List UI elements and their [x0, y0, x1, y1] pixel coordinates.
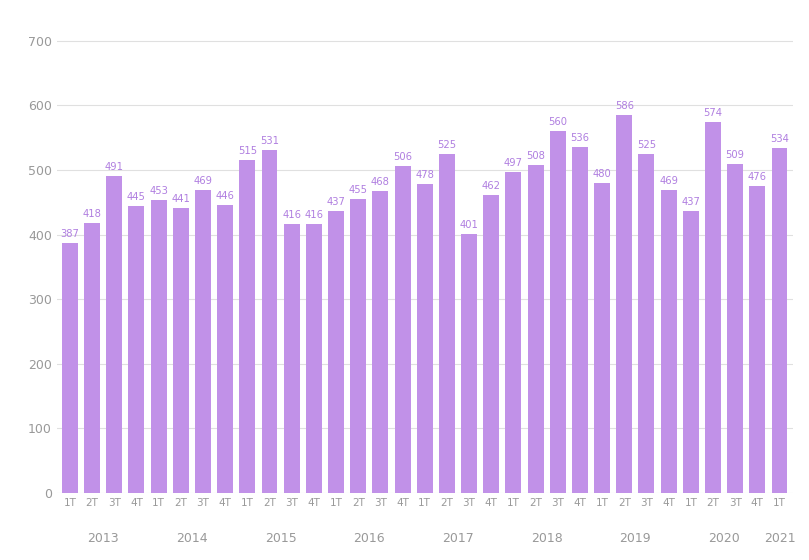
Bar — [594, 183, 610, 493]
Bar — [173, 208, 188, 493]
Bar — [106, 176, 122, 493]
Text: 525: 525 — [438, 140, 456, 150]
Text: 437: 437 — [327, 197, 345, 207]
Bar — [84, 223, 100, 493]
Text: 469: 469 — [193, 176, 213, 186]
Bar — [261, 150, 277, 493]
Text: 416: 416 — [304, 211, 324, 221]
Text: 2018: 2018 — [531, 531, 562, 545]
Text: 437: 437 — [681, 197, 701, 207]
Text: 497: 497 — [504, 158, 523, 168]
Bar — [395, 166, 410, 493]
Bar — [616, 114, 633, 493]
Text: 455: 455 — [349, 185, 368, 195]
Text: 462: 462 — [481, 181, 501, 190]
Text: 525: 525 — [637, 140, 656, 150]
Text: 491: 491 — [105, 162, 124, 172]
Bar — [638, 154, 654, 493]
Text: 476: 476 — [748, 172, 767, 181]
Text: 2017: 2017 — [442, 531, 474, 545]
Text: 2020: 2020 — [708, 531, 740, 545]
Text: 536: 536 — [570, 133, 590, 143]
Bar — [705, 122, 721, 493]
Bar — [461, 234, 477, 493]
Bar — [239, 160, 256, 493]
Bar — [527, 165, 544, 493]
Text: 506: 506 — [393, 152, 412, 162]
Bar — [195, 190, 211, 493]
Text: 416: 416 — [282, 211, 301, 221]
Bar — [306, 224, 322, 493]
Bar — [417, 184, 433, 493]
Text: 441: 441 — [172, 194, 190, 204]
Text: 574: 574 — [704, 109, 722, 118]
Bar — [150, 200, 167, 493]
Bar — [217, 205, 233, 493]
Bar — [683, 211, 699, 493]
Text: 453: 453 — [149, 186, 168, 197]
Bar — [439, 154, 455, 493]
Text: 2015: 2015 — [265, 531, 296, 545]
Text: 2014: 2014 — [176, 531, 208, 545]
Text: 534: 534 — [770, 134, 789, 144]
Text: 2019: 2019 — [620, 531, 651, 545]
Text: 586: 586 — [615, 101, 633, 111]
Text: 2016: 2016 — [354, 531, 385, 545]
Text: 515: 515 — [238, 147, 257, 156]
Bar — [483, 194, 499, 493]
Bar — [62, 243, 78, 493]
Text: 531: 531 — [260, 136, 279, 146]
Bar — [328, 211, 344, 493]
Bar — [727, 164, 743, 493]
Text: 560: 560 — [549, 118, 567, 128]
Text: 418: 418 — [83, 209, 102, 219]
Bar — [506, 172, 522, 493]
Text: 446: 446 — [216, 191, 235, 201]
Text: 509: 509 — [726, 150, 744, 160]
Bar — [661, 190, 676, 493]
Text: 445: 445 — [127, 192, 146, 202]
Bar — [749, 185, 765, 493]
Bar — [572, 147, 588, 493]
Text: 2021: 2021 — [764, 531, 795, 545]
Text: 508: 508 — [526, 151, 545, 161]
Text: 480: 480 — [593, 169, 612, 179]
Text: 401: 401 — [460, 220, 478, 230]
Bar — [350, 199, 366, 493]
Bar — [372, 190, 388, 493]
Bar — [129, 206, 145, 493]
Text: 468: 468 — [371, 177, 390, 187]
Bar — [284, 224, 299, 493]
Text: 478: 478 — [415, 170, 434, 180]
Text: 469: 469 — [659, 176, 678, 186]
Bar — [772, 148, 787, 493]
Text: 2013: 2013 — [87, 531, 119, 545]
Text: 387: 387 — [61, 229, 79, 239]
Bar — [550, 131, 565, 493]
